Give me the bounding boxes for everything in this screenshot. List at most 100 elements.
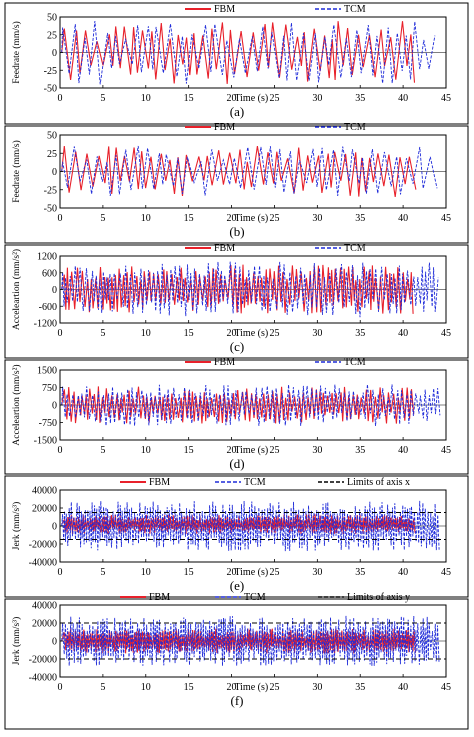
- x-tick-label: 45: [441, 93, 451, 104]
- y-tick-label: 20000: [32, 504, 57, 515]
- x-tick-label: 40: [398, 328, 408, 339]
- y-axis-label: Acceleartion (mm/s²): [11, 364, 22, 445]
- y-tick-label: -20000: [29, 655, 57, 666]
- x-tick-label: 5: [100, 445, 105, 456]
- legend-label: FBM: [149, 592, 170, 603]
- x-tick-label: 15: [184, 445, 194, 456]
- x-tick-label: 25: [269, 93, 279, 104]
- series-line-fbm: [61, 146, 417, 197]
- y-tick-label: 600: [42, 268, 57, 279]
- x-tick-label: 30: [312, 93, 322, 104]
- x-tick-label: 10: [141, 93, 151, 104]
- x-tick-label: 40: [398, 445, 408, 456]
- panel-frame: [4, 359, 469, 475]
- x-tick-label: 0: [58, 93, 63, 104]
- x-tick-label: 40: [398, 93, 408, 104]
- legend-label: TCM: [344, 122, 366, 133]
- y-tick-label: 0: [52, 48, 57, 59]
- x-tick-label: 40: [398, 682, 408, 693]
- series-line-tcm: [61, 500, 440, 552]
- x-tick-label: 5: [100, 328, 105, 339]
- x-tick-label: 35: [355, 213, 365, 224]
- legend-label: TCM: [344, 243, 366, 254]
- panel-caption: (d): [229, 456, 244, 471]
- panel-caption: (c): [230, 339, 244, 354]
- x-tick-label: 15: [184, 93, 194, 104]
- x-tick-label: 35: [355, 445, 365, 456]
- x-axis-label: Time (s): [234, 682, 268, 693]
- x-tick-label: 35: [355, 567, 365, 578]
- x-tick-label: 10: [141, 328, 151, 339]
- x-tick-label: 15: [184, 213, 194, 224]
- x-tick-label: 15: [184, 328, 194, 339]
- x-tick-label: 15: [184, 567, 194, 578]
- y-tick-label: 20000: [32, 619, 57, 630]
- series-line-tcm: [61, 384, 441, 427]
- panel-frame: [4, 2, 469, 125]
- legend-label: FBM: [214, 243, 235, 254]
- x-tick-label: 25: [269, 567, 279, 578]
- y-tick-label: 40000: [32, 486, 57, 497]
- x-tick-label: 30: [312, 328, 322, 339]
- y-axis-label: Jerk (mm/s³): [11, 617, 22, 666]
- y-tick-label: -1500: [34, 436, 57, 447]
- x-tick-label: 30: [312, 445, 322, 456]
- x-tick-label: 10: [141, 567, 151, 578]
- series-line-tcm: [61, 20, 436, 85]
- x-tick-label: 45: [441, 445, 451, 456]
- x-tick-label: 10: [141, 682, 151, 693]
- panel-caption: (b): [229, 224, 244, 239]
- y-tick-label: 1500: [37, 366, 57, 377]
- x-axis-label: Time (s): [234, 445, 268, 456]
- x-tick-label: 20: [227, 93, 237, 104]
- y-tick-label: -40000: [29, 673, 57, 684]
- y-axis-label: Feedrate (mm/s): [11, 21, 22, 84]
- x-tick-label: 45: [441, 682, 451, 693]
- x-tick-label: 5: [100, 213, 105, 224]
- y-tick-label: 0: [52, 637, 57, 648]
- x-tick-label: 15: [184, 682, 194, 693]
- legend-label: Limits of axis x: [347, 477, 410, 488]
- x-tick-label: 40: [398, 213, 408, 224]
- y-tick-label: -1200: [34, 319, 57, 330]
- x-tick-label: 35: [355, 682, 365, 693]
- x-tick-label: 20: [227, 445, 237, 456]
- legend-label: TCM: [344, 4, 366, 15]
- y-tick-label: 25: [47, 149, 57, 160]
- x-tick-label: 45: [441, 328, 451, 339]
- panel-caption: (f): [231, 693, 244, 708]
- legend-label: FBM: [149, 477, 170, 488]
- x-tick-label: 0: [58, 213, 63, 224]
- y-tick-label: -50: [44, 84, 57, 95]
- y-tick-label: 50: [47, 13, 57, 24]
- x-tick-label: 40: [398, 567, 408, 578]
- y-tick-label: 0: [52, 285, 57, 296]
- y-axis-label: Acceleartion (mm/s²): [11, 249, 22, 330]
- x-tick-label: 20: [227, 213, 237, 224]
- x-axis-label: Time (s): [234, 328, 268, 339]
- y-tick-label: 25: [47, 30, 57, 41]
- x-tick-label: 0: [58, 682, 63, 693]
- x-tick-label: 0: [58, 328, 63, 339]
- panel-frame: [4, 125, 469, 244]
- series-line-tcm: [61, 145, 438, 197]
- y-tick-label: 50: [47, 131, 57, 142]
- x-tick-label: 0: [58, 567, 63, 578]
- x-tick-label: 25: [269, 328, 279, 339]
- x-tick-label: 0: [58, 445, 63, 456]
- x-tick-label: 10: [141, 213, 151, 224]
- legend-label: FBM: [214, 122, 235, 133]
- x-axis-label: Time (s): [234, 567, 268, 578]
- y-tick-label: -600: [39, 302, 57, 313]
- x-tick-label: 45: [441, 567, 451, 578]
- panel-caption: (e): [230, 578, 244, 593]
- legend-label: Limits of axis y: [347, 592, 410, 603]
- series-line-fbm: [61, 264, 414, 314]
- legend-label: TCM: [244, 592, 266, 603]
